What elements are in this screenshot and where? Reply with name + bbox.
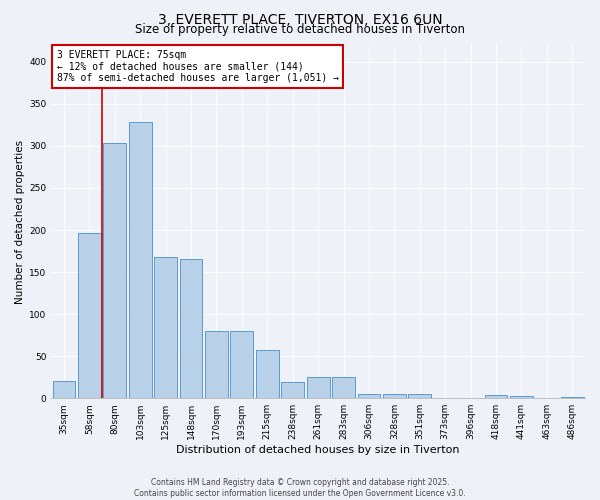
Bar <box>485 395 508 398</box>
Bar <box>205 331 228 398</box>
Y-axis label: Number of detached properties: Number of detached properties <box>15 140 25 304</box>
Text: Contains HM Land Registry data © Crown copyright and database right 2025.
Contai: Contains HM Land Registry data © Crown c… <box>134 478 466 498</box>
Text: 3, EVERETT PLACE, TIVERTON, EX16 6UN: 3, EVERETT PLACE, TIVERTON, EX16 6UN <box>158 12 442 26</box>
X-axis label: Distribution of detached houses by size in Tiverton: Distribution of detached houses by size … <box>176 445 460 455</box>
Bar <box>154 257 177 398</box>
Bar <box>103 144 126 398</box>
Bar <box>332 377 355 398</box>
Bar <box>510 396 533 398</box>
Text: Size of property relative to detached houses in Tiverton: Size of property relative to detached ho… <box>135 22 465 36</box>
Bar <box>358 394 380 398</box>
Bar <box>409 394 431 398</box>
Bar <box>179 260 202 398</box>
Bar <box>129 122 152 398</box>
Bar <box>53 382 76 398</box>
Bar <box>281 382 304 398</box>
Bar <box>230 331 253 398</box>
Bar <box>256 350 279 398</box>
Bar <box>307 377 329 398</box>
Bar <box>78 232 101 398</box>
Bar <box>383 394 406 398</box>
Text: 3 EVERETT PLACE: 75sqm
← 12% of detached houses are smaller (144)
87% of semi-de: 3 EVERETT PLACE: 75sqm ← 12% of detached… <box>56 50 338 84</box>
